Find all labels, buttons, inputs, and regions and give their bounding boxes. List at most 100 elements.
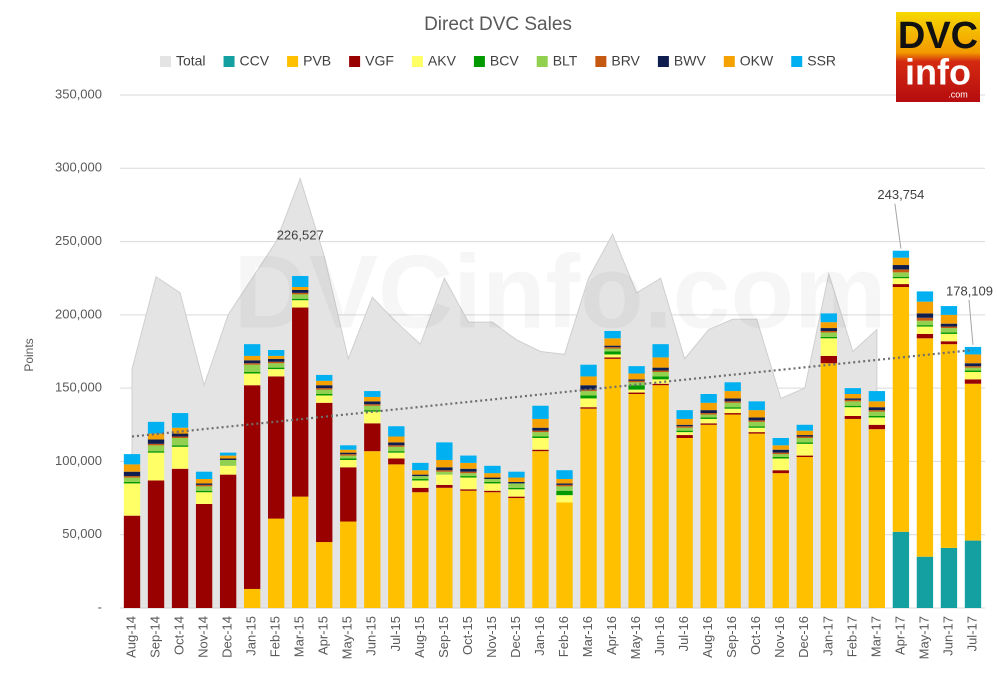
- bar-segment: [820, 336, 837, 339]
- bar-segment: [123, 483, 141, 516]
- bar-segment: [243, 373, 261, 386]
- legend-swatch: [411, 56, 423, 67]
- bar-segment: [604, 330, 621, 339]
- bar-segment: [388, 451, 405, 453]
- legend-label: VGF: [365, 53, 394, 69]
- bar-segment: [436, 467, 453, 471]
- bar-segment: [916, 317, 934, 321]
- bar-segment: [508, 498, 525, 608]
- y-tick-label: 150,000: [55, 380, 102, 395]
- bar-segment: [412, 479, 429, 481]
- bar-segment: [412, 480, 429, 488]
- bar-segment: [388, 445, 405, 447]
- bar-segment: [820, 313, 837, 323]
- bar-segment: [292, 300, 309, 308]
- x-tick-label: Apr-17: [892, 616, 907, 655]
- bar-segment: [388, 464, 405, 608]
- bar-segment: [364, 423, 381, 452]
- bar-segment: [243, 344, 261, 356]
- bar-segment: [340, 449, 357, 453]
- x-tick-label: Jul-15: [388, 616, 403, 651]
- bar-segment: [195, 471, 213, 480]
- bar-segment: [556, 483, 573, 485]
- bar-segment: [628, 379, 645, 381]
- bar-segment: [796, 424, 813, 431]
- bar-segment: [940, 306, 958, 315]
- bar-segment: [340, 445, 357, 450]
- bar-segment: [171, 437, 189, 446]
- bar-segment: [604, 348, 621, 352]
- legend-label: BLT: [553, 53, 578, 69]
- x-tick-label: Feb-15: [268, 616, 283, 657]
- bar-segment: [268, 376, 285, 519]
- y-tick-label: 200,000: [55, 306, 102, 321]
- bar-segment: [964, 379, 982, 384]
- bar-segment: [388, 426, 405, 437]
- bar-segment: [628, 366, 645, 374]
- bar-segment: [652, 370, 669, 373]
- bar-segment: [940, 333, 958, 342]
- bar-segment: [892, 531, 910, 608]
- bar-segment: [532, 437, 549, 450]
- bar-segment: [892, 257, 910, 266]
- x-tick-label: Aug-15: [412, 616, 427, 658]
- bar-segment: [748, 410, 765, 418]
- bar-segment: [652, 385, 669, 608]
- legend-label: CCV: [240, 53, 270, 69]
- bar-segment: [219, 459, 237, 466]
- bar-segment: [147, 445, 165, 452]
- bar-segment: [748, 432, 765, 434]
- x-tick-label: Jan-17: [820, 616, 835, 656]
- bar-segment: [436, 471, 453, 475]
- legend-swatch: [657, 56, 669, 67]
- bar-segment: [892, 269, 910, 273]
- bar-segment: [532, 418, 549, 428]
- x-tick-label: Mar-16: [580, 616, 595, 657]
- bar-segment: [243, 360, 261, 364]
- bar-segment: [604, 358, 621, 608]
- bar-segment: [364, 391, 381, 397]
- bar-segment: [412, 476, 429, 480]
- bar-segment: [700, 417, 717, 419]
- bar-segment: [364, 405, 381, 411]
- logo: DVC info .com: [896, 12, 980, 102]
- bar-segment: [724, 413, 741, 415]
- bar-segment: [508, 496, 525, 499]
- bar-segment: [604, 354, 621, 358]
- bar-segment: [316, 542, 333, 608]
- bar-segment: [892, 265, 910, 270]
- bar-segment: [868, 410, 886, 412]
- bar-segment: [628, 389, 645, 393]
- bar-segment: [123, 515, 141, 608]
- bar-segment: [844, 415, 862, 419]
- bar-segment: [147, 443, 165, 446]
- bar-segment: [292, 287, 309, 290]
- bar-segment: [844, 401, 862, 406]
- legend-label: BCV: [490, 53, 519, 69]
- bar-segment: [243, 363, 261, 365]
- x-tick-label: Jan-16: [532, 616, 547, 656]
- x-tick-label: Oct-16: [748, 616, 763, 655]
- legend: Total CCV PVB VGF AKV BCV BLT BRV BWV OKW SSR: [159, 53, 836, 69]
- bar-segment: [868, 429, 886, 608]
- bar-segment: [796, 442, 813, 444]
- bar-segment: [916, 291, 934, 302]
- bar-segment: [652, 376, 669, 380]
- bar-segment: [268, 518, 285, 608]
- bar-segment: [676, 410, 693, 419]
- leader-line: [894, 203, 902, 249]
- bar-segment: [652, 372, 669, 377]
- bar-segment: [388, 442, 405, 446]
- bar-segment: [772, 452, 789, 455]
- bar-segment: [964, 370, 982, 373]
- bar-segment: [556, 502, 573, 608]
- bar-segment: [219, 474, 237, 608]
- bar-segment: [796, 436, 813, 438]
- bar-segment: [556, 490, 573, 496]
- bar-segment: [868, 417, 886, 425]
- legend-swatch: [791, 56, 803, 67]
- x-tick-label: Nov-14: [196, 616, 211, 658]
- bar-segment: [460, 476, 477, 478]
- y-tick-label: 250,000: [55, 233, 102, 248]
- bar-segment: [532, 451, 549, 608]
